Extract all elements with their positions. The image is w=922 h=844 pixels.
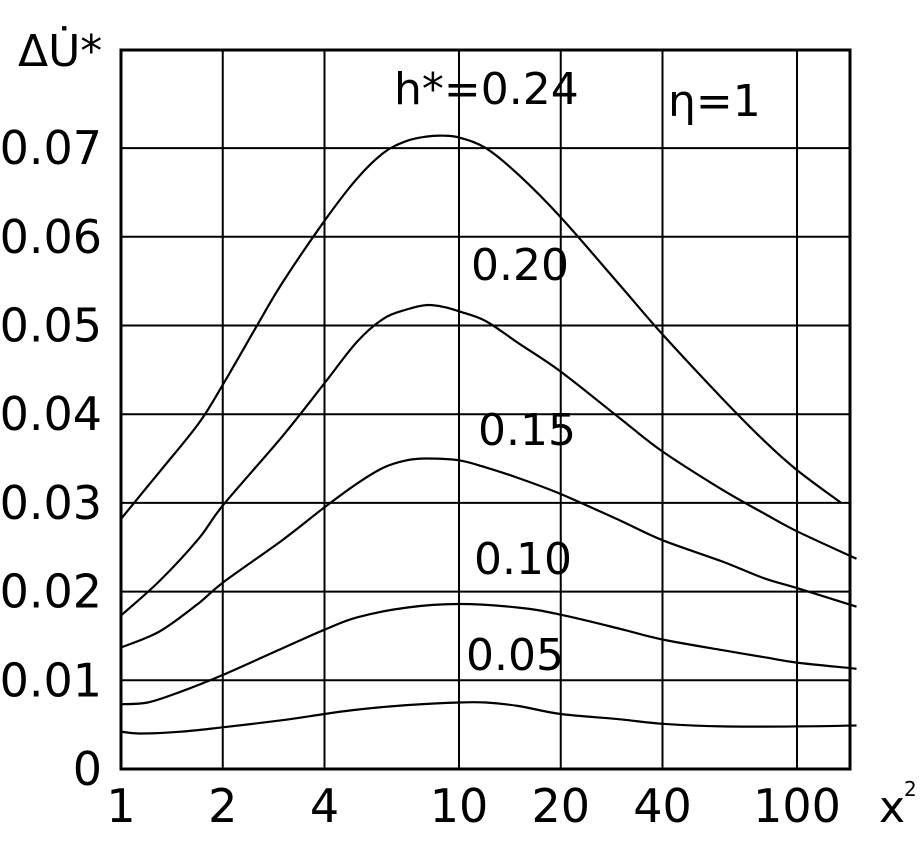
x-axis-label-superscript: 2	[904, 777, 917, 801]
x-tick-label: 1	[106, 779, 135, 833]
x-tick-label: 20	[531, 779, 590, 833]
curves	[120, 134, 857, 735]
x-tick-label: 4	[310, 779, 339, 833]
eta-annotation: η=1	[668, 76, 761, 127]
series-label-5: 0.05	[466, 630, 564, 681]
series-line-3	[120, 457, 857, 649]
series-line-2	[120, 303, 857, 617]
y-tick-label: 0.06	[0, 210, 102, 264]
series-label-3: 0.15	[478, 405, 576, 456]
y-tick-label: 0.02	[0, 565, 102, 619]
grid-lines	[120, 50, 850, 770]
x-tick-label: 2	[208, 779, 237, 833]
y-tick-label: 0.04	[0, 387, 102, 441]
x-tick-label: 10	[430, 779, 489, 833]
y-tick-label: 0.07	[0, 121, 102, 175]
y-tick-label: 0	[73, 742, 102, 796]
series-label-1: h*=0.24	[394, 64, 579, 115]
series-line-4	[120, 602, 857, 706]
curve-labels: h*=0.24 0.20 0.15 0.10 0.05	[394, 64, 579, 681]
y-tick-label: 0.01	[0, 653, 102, 707]
y-axis-label: ΔU̇*	[18, 25, 102, 77]
plot-frame	[119, 48, 852, 771]
x-tick-label: 100	[753, 779, 841, 833]
series-line-1	[120, 134, 842, 520]
x-axis-label: x	[879, 782, 905, 833]
series-label-4: 0.10	[474, 534, 572, 585]
y-tick-label: 0.05	[0, 299, 102, 353]
x-tick-labels: 1 2 4 10 20 40 100	[106, 779, 841, 833]
series-label-2: 0.20	[471, 240, 569, 291]
x-tick-label: 40	[633, 779, 692, 833]
y-tick-labels: 0 0.01 0.02 0.03 0.04 0.05 0.06 0.07	[0, 121, 102, 796]
y-tick-label: 0.03	[0, 476, 102, 530]
series-line-5	[120, 700, 857, 735]
